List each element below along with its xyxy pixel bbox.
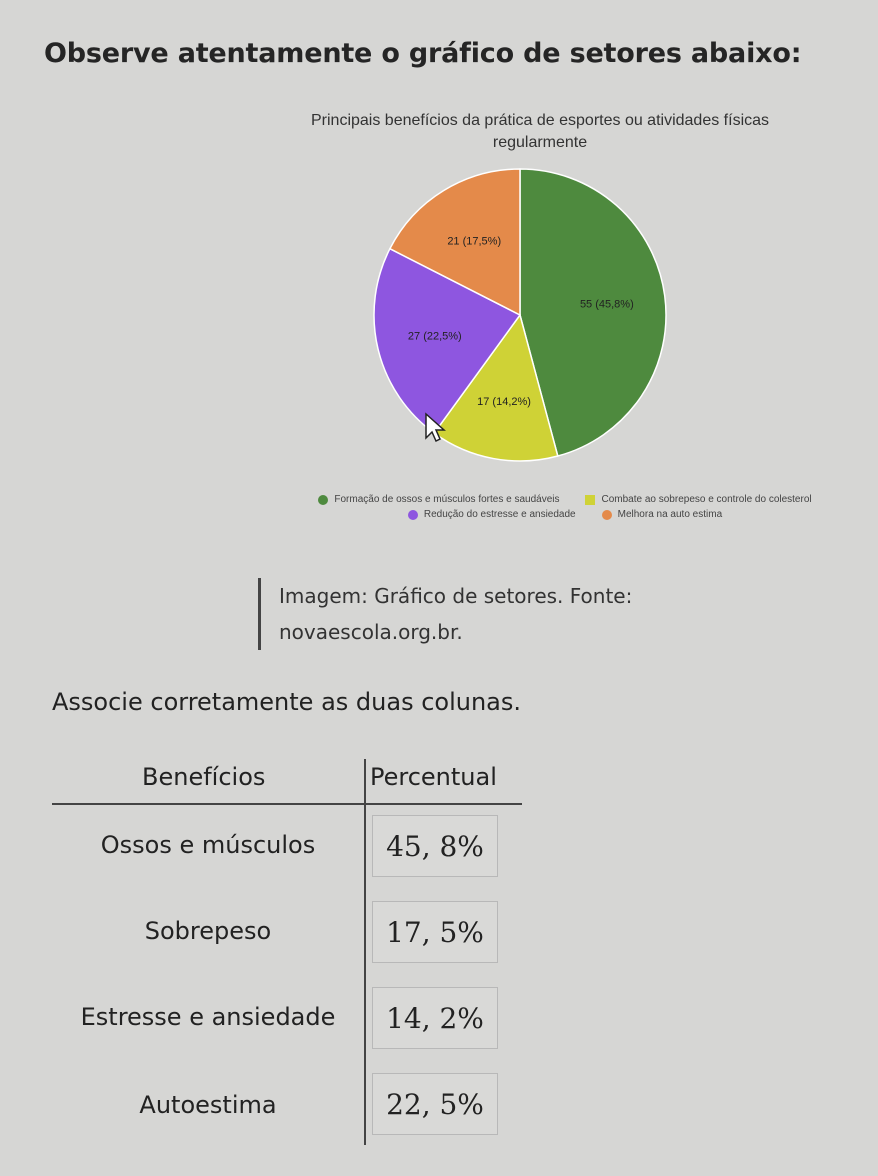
legend-item-overweight: Combate ao sobrepeso e controle do coles… <box>585 494 812 505</box>
legend-label-overweight: Combate ao sobrepeso e controle do coles… <box>601 494 812 505</box>
legend-item-bones: Formação de ossos e músculos fortes e sa… <box>318 494 559 505</box>
page-heading: Observe atentamente o gráfico de setores… <box>44 38 802 69</box>
mouse-cursor-icon <box>425 412 446 443</box>
pie-slice-bones <box>519 168 667 457</box>
caption-line2: novaescola.org.br. <box>279 620 463 644</box>
caption-line1: Imagem: Gráfico de setores. Fonte: <box>279 584 633 608</box>
column-divider <box>364 759 366 1145</box>
header-percent: Percentual <box>370 763 497 791</box>
pie-chart: 55 (45,8%) 17 (14,2%) 27 (22,5%) 21 (17,5%) <box>373 168 667 462</box>
legend-item-stress: Redução do estresse e ansiedade <box>407 509 576 520</box>
chart-title-line2: regularmente <box>492 134 588 151</box>
instruction-text: Associe corretamente as duas colunas. <box>52 688 522 716</box>
legend-square-overweight <box>585 494 596 505</box>
benefit-label-stress: Estresse e ansiedade <box>80 1003 336 1031</box>
percent-box-3[interactable]: 14, 2% <box>372 987 498 1049</box>
legend-row-1: Formação de ossos e músculos fortes e sa… <box>260 494 870 505</box>
legend-dot-stress <box>407 509 418 520</box>
benefit-label-selfesteem: Autoestima <box>139 1091 277 1119</box>
pie-label-bones: 55 (45,8%) <box>580 299 634 311</box>
benefit-label-bones: Ossos e músculos <box>100 831 316 859</box>
pie-label-selfesteem: 21 (17,5%) <box>447 235 501 247</box>
pie-label-overweight: 17 (14,2%) <box>477 396 531 408</box>
matching-table: Benefícios Percentual Ossos e músculos S… <box>52 755 522 1145</box>
legend-item-selfesteem: Melhora na auto estima <box>601 509 723 520</box>
pie-label-stress: 27 (22,5%) <box>408 330 462 342</box>
benefit-label-overweight: Sobrepeso <box>144 917 272 945</box>
chart-title: Principais benefícios da prática de espo… <box>240 110 840 154</box>
chart-legend: Formação de ossos e músculos fortes e sa… <box>260 494 870 524</box>
legend-label-stress: Redução do estresse e ansiedade <box>423 509 576 520</box>
image-caption: Imagem: Gráfico de setores. Fonte: novae… <box>258 578 632 650</box>
pie-slice-stress <box>373 247 522 435</box>
pie-slice-selfesteem <box>388 168 521 317</box>
header-divider <box>52 803 522 805</box>
header-benefits: Benefícios <box>142 763 266 791</box>
pie-slice-overweight <box>433 313 559 462</box>
percent-box-4[interactable]: 22, 5% <box>372 1073 498 1135</box>
legend-label-selfesteem: Melhora na auto estima <box>617 509 723 520</box>
percent-box-1[interactable]: 45, 8% <box>372 815 498 877</box>
percent-box-2[interactable]: 17, 5% <box>372 901 498 963</box>
legend-dot-selfesteem <box>601 509 612 520</box>
legend-label-bones: Formação de ossos e músculos fortes e sa… <box>334 494 560 505</box>
legend-dot-bones <box>318 494 329 505</box>
chart-title-line1: Principais benefícios da prática de espo… <box>310 112 770 129</box>
legend-row-2: Redução do estresse e ansiedade Melhora … <box>260 509 870 520</box>
